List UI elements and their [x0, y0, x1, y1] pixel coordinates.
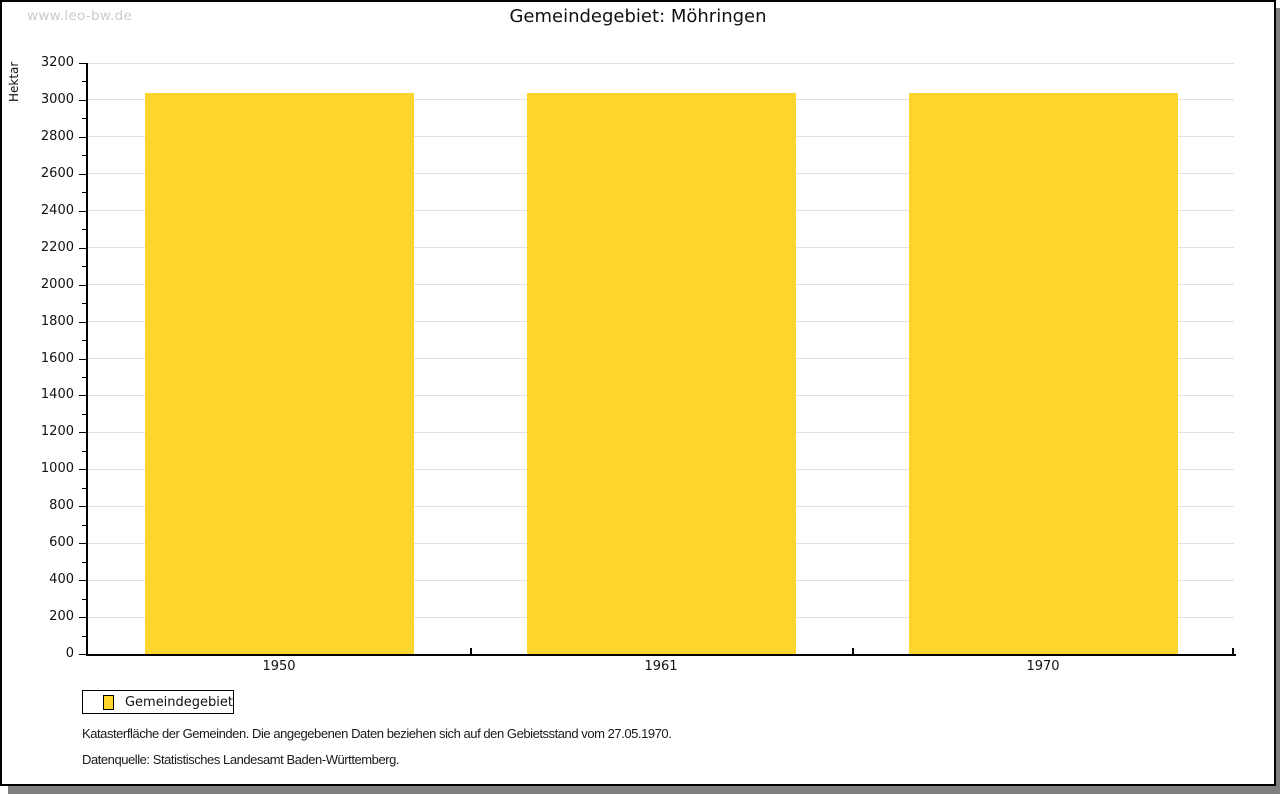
y-minor-tick-700	[82, 524, 86, 526]
y-minor-tick-1300	[82, 413, 86, 415]
y-tick-label-1800: 1800	[40, 313, 74, 329]
y-major-tick-1000	[79, 469, 86, 471]
y-tick-label-1600: 1600	[40, 350, 74, 366]
y-major-tick-800	[79, 506, 86, 508]
x-tick-label-1970: 1970	[1026, 659, 1060, 674]
legend-label-gemeindegebiet: Gemeindegebiet	[124, 694, 233, 710]
y-minor-tick-900	[82, 487, 86, 489]
y-tick-label-600: 600	[49, 535, 74, 551]
y-tick-label-800: 800	[49, 498, 74, 514]
watermark-url: www.leo-bw.de	[27, 8, 133, 24]
y-major-tick-600	[79, 543, 86, 545]
legend-box: Gemeindegebiet	[82, 690, 234, 714]
y-tick-label-1200: 1200	[40, 424, 74, 440]
y-tick-label-400: 400	[49, 572, 74, 588]
y-major-tick-2600	[79, 173, 86, 175]
footer-note: Katasterfläche der Gemeinden. Die angege…	[82, 726, 672, 741]
y-minor-tick-2900	[82, 118, 86, 120]
y-minor-tick-300	[82, 598, 86, 600]
legend-swatch-gemeindegebiet	[103, 694, 114, 710]
gridline-y-3200	[88, 62, 1234, 64]
y-tick-label-2600: 2600	[40, 165, 74, 181]
x-boundary-tick-2	[852, 648, 854, 654]
y-tick-label-1000: 1000	[40, 461, 74, 477]
y-tick-label-0: 0	[65, 646, 74, 661]
bar-1970	[909, 93, 1178, 654]
y-minor-tick-2100	[82, 266, 86, 268]
bar-1950	[145, 93, 414, 654]
y-tick-label-2800: 2800	[40, 128, 74, 144]
y-major-tick-2800	[79, 136, 86, 138]
y-minor-tick-2300	[82, 229, 86, 231]
y-axis-line	[86, 63, 88, 656]
y-minor-tick-2500	[82, 192, 86, 194]
y-minor-tick-1900	[82, 303, 86, 305]
y-major-tick-2200	[79, 247, 86, 249]
plot-area	[88, 62, 1234, 654]
y-major-tick-3200	[79, 63, 86, 64]
y-major-tick-200	[79, 617, 86, 619]
y-minor-tick-1700	[82, 340, 86, 342]
x-tick-label-1950: 1950	[262, 659, 296, 674]
chart-title: Gemeindegebiet: Möhringen	[509, 6, 767, 27]
y-minor-tick-2700	[82, 155, 86, 157]
y-major-tick-1200	[79, 432, 86, 434]
x-boundary-tick-1	[470, 648, 472, 654]
footer-datasource: Datenquelle: Statistisches Landesamt Bad…	[82, 752, 400, 767]
y-tick-label-3000: 3000	[40, 91, 74, 107]
y-major-tick-0	[79, 654, 86, 655]
y-tick-label-1400: 1400	[40, 387, 74, 403]
y-minor-tick-500	[82, 561, 86, 563]
y-tick-label-2000: 2000	[40, 276, 74, 292]
y-major-tick-2400	[79, 210, 86, 212]
x-axis-end-tick	[1232, 648, 1234, 654]
y-major-tick-400	[79, 580, 86, 582]
y-minor-tick-100	[82, 635, 86, 637]
y-major-tick-1400	[79, 395, 86, 397]
y-tick-label-3200: 3200	[40, 55, 74, 70]
y-major-tick-1800	[79, 321, 86, 323]
y-minor-tick-1100	[82, 450, 86, 452]
y-minor-tick-3100	[82, 81, 86, 83]
y-major-tick-3000	[79, 99, 86, 101]
y-tick-label-2200: 2200	[40, 239, 74, 255]
y-tick-label-2400: 2400	[40, 202, 74, 218]
y-major-tick-1600	[79, 358, 86, 360]
x-axis-line	[86, 654, 1236, 656]
y-minor-tick-1500	[82, 376, 86, 378]
y-tick-label-200: 200	[49, 609, 74, 625]
y-major-tick-2000	[79, 284, 86, 286]
bar-1961	[527, 93, 796, 654]
x-tick-label-1961: 1961	[644, 659, 678, 674]
